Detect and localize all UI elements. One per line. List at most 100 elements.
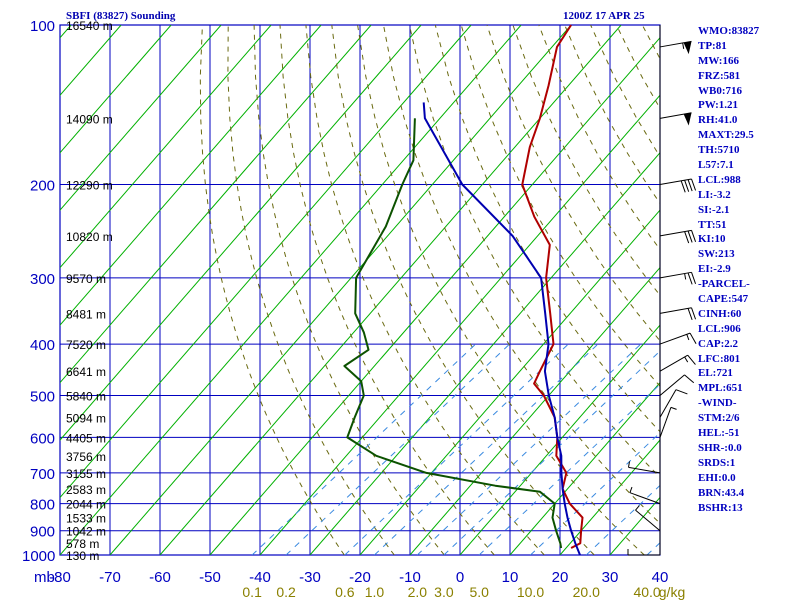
- wind-barb: [659, 229, 697, 244]
- isotherm-line: [309, 151, 660, 555]
- index-entry: TP:81: [698, 39, 727, 52]
- index-entry: EL:721: [698, 367, 733, 380]
- mixing-ratio-line: [585, 484, 660, 555]
- isotherm-line: [60, 25, 172, 154]
- mixing-ratio-line: [344, 343, 569, 555]
- isotherm-line: [60, 25, 372, 384]
- isotherm-line: [209, 36, 660, 555]
- index-entry: MPL:651: [698, 382, 743, 395]
- index-entry: TT:51: [698, 218, 727, 231]
- index-entry: -WIND-: [698, 397, 737, 410]
- dry-adiabat-line: [305, 25, 545, 555]
- index-entry: BRN:43.4: [698, 486, 745, 499]
- wind-barb: [659, 178, 697, 193]
- pressure-tick-label: 700: [30, 466, 55, 483]
- index-entry: EHI:0.0: [698, 471, 736, 484]
- index-entry: L57:7.1: [698, 159, 734, 172]
- sounding-time: 1200Z 17 APR 25: [563, 10, 645, 22]
- isotherm-line: [60, 25, 322, 326]
- wind-barb: [659, 112, 692, 126]
- pressure-tick-label: 200: [30, 178, 55, 195]
- height-label: 578 m: [66, 537, 99, 551]
- dry-adiabat-line: [279, 25, 495, 555]
- pressure-tick-label: 300: [30, 271, 55, 288]
- dry-adiabat-line: [199, 25, 345, 555]
- mixing-ratio-label: 0.6: [335, 584, 355, 600]
- index-entry: LI:-3.2: [698, 188, 731, 201]
- height-label: 5840 m: [66, 389, 106, 403]
- dry-adiabat-line: [538, 25, 660, 251]
- wind-barb: [627, 549, 660, 556]
- sounding-profile-line: [343, 118, 563, 549]
- height-label: 5094 m: [66, 411, 106, 425]
- mixing-ratio-label: 1.0: [365, 584, 385, 600]
- index-entry: LFC:801: [698, 352, 741, 365]
- wind-barb: [627, 461, 661, 474]
- isotherm-line: [459, 324, 660, 555]
- pressure-tick-label: 1000: [22, 548, 55, 565]
- mixing-ratio-label: 20.0: [573, 584, 600, 600]
- wind-barb: [659, 389, 688, 418]
- height-label: 1533 m: [66, 512, 106, 526]
- index-entry: CAPE:547: [698, 293, 749, 306]
- height-label: 8481 m: [66, 307, 106, 321]
- mixing-ratio-line: [478, 383, 660, 555]
- dry-adiabat-line: [227, 25, 395, 555]
- wind-barb: [659, 271, 697, 285]
- index-entry: WMO:83827: [698, 25, 760, 37]
- mixing-ratio-line: [251, 343, 476, 555]
- height-label: 16540 m: [66, 19, 113, 33]
- temperature-tick-label: -60: [149, 569, 171, 586]
- mixing-ratio-label: 0.2: [276, 584, 296, 600]
- temperature-tick-label: 40: [652, 569, 669, 586]
- height-label: 2044 m: [66, 498, 106, 512]
- mixing-ratio-label: 3.0: [434, 584, 454, 600]
- index-entry: HEL:-51: [698, 427, 740, 440]
- mixing-ratio-label: 0.1: [242, 584, 262, 600]
- indices-panel: WMO:83827 TP:81 MW:166 FRZ:581 WB0:716 PW:1.2…: [698, 24, 798, 515]
- height-label: 10820 m: [66, 230, 113, 244]
- mixing-ratio-line: [285, 343, 510, 555]
- pressure-tick-label: 900: [30, 524, 55, 541]
- isotherm-line: [509, 381, 660, 555]
- height-label: 7520 m: [66, 338, 106, 352]
- dry-adiabat-line: [434, 25, 660, 433]
- index-entry: SHR-:0.0: [698, 441, 742, 454]
- isotherm-line: [259, 94, 660, 555]
- index-entry: LCL:988: [698, 173, 741, 186]
- isotherm-line: [60, 25, 272, 269]
- mixing-ratio-unit: g/kg: [659, 584, 685, 600]
- dry-adiabat-line: [331, 25, 595, 555]
- index-entry: FRZ:581: [698, 69, 741, 82]
- pressure-tick-label: 600: [30, 430, 55, 447]
- pressure-unit-label: mb: [34, 569, 55, 586]
- index-entry: KI:10: [698, 233, 726, 246]
- height-label: 3756 m: [66, 450, 106, 464]
- temperature-tick-label: -10: [399, 569, 421, 586]
- index-entry: PW:1.21: [698, 99, 739, 112]
- index-entry: EI:-2.9: [698, 263, 731, 276]
- height-label: 6641 m: [66, 365, 106, 379]
- height-label: 2583 m: [66, 483, 106, 497]
- height-label: 1042 m: [66, 525, 106, 539]
- index-entry: WB0:716: [698, 84, 742, 97]
- temperature-tick-label: -80: [49, 569, 71, 586]
- index-entry: SRDS:1: [698, 456, 736, 469]
- isotherm-line: [359, 209, 660, 555]
- temperature-tick-label: -70: [99, 569, 121, 586]
- index-entry: BSHR:13: [698, 501, 743, 514]
- dry-adiabat-line: [253, 25, 445, 555]
- temperature-tick-label: -30: [299, 569, 321, 586]
- isotherm-line: [109, 25, 572, 555]
- isotherm-line: [60, 25, 222, 211]
- chart-title: SBFI (83827) Sounding: [66, 10, 176, 22]
- index-entry: LCL:906: [698, 322, 741, 335]
- index-entry: SI:-2.1: [698, 203, 730, 216]
- mixing-ratio-label: 10.0: [517, 584, 544, 600]
- height-label: 14090 m: [66, 112, 113, 126]
- isotherm-line: [60, 25, 422, 441]
- index-entry: TH:5710: [698, 144, 740, 157]
- isotherm-line: [159, 25, 622, 555]
- temperature-tick-label: -20: [349, 569, 371, 586]
